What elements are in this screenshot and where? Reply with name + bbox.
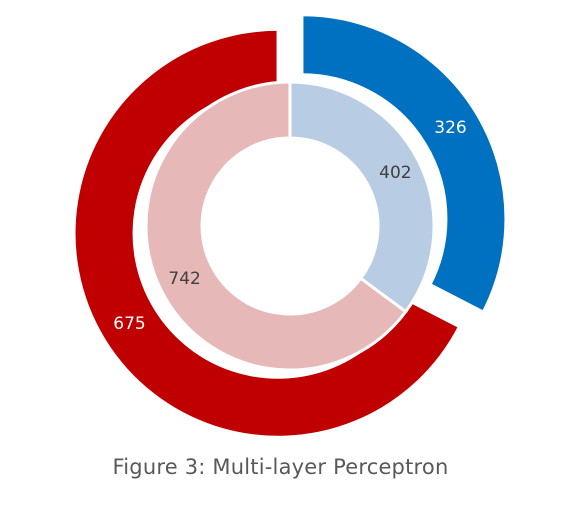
- inner-ring-slice-1: [144, 80, 408, 372]
- inner-ring-data-label-1: 742: [168, 269, 200, 289]
- inner-ring-data-label-0: 402: [379, 163, 411, 183]
- figure-caption: Figure 3: Multi-layer Perceptron: [112, 455, 449, 479]
- outer-ring-data-label-1: 675: [113, 314, 145, 334]
- outer-ring-data-label-0: 326: [434, 118, 466, 138]
- outer-ring-slice-1: [72, 27, 461, 439]
- inner-ring-slice-0: [288, 80, 436, 314]
- outer-ring-slice-0: [300, 13, 508, 314]
